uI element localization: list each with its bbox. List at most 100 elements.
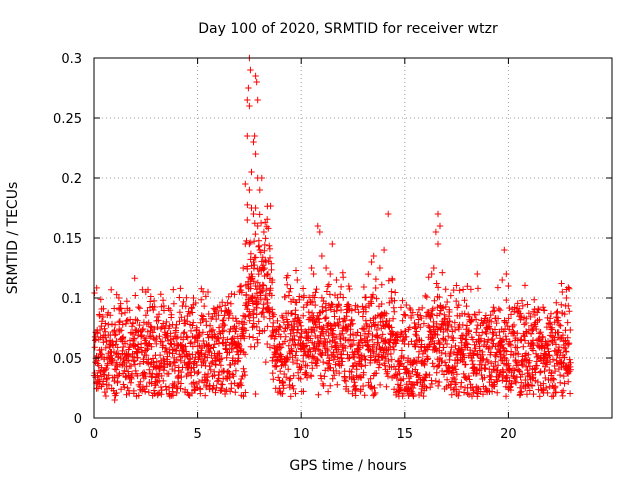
data-point bbox=[523, 363, 530, 370]
data-point bbox=[268, 260, 275, 267]
data-point bbox=[148, 380, 155, 387]
data-point bbox=[409, 309, 416, 316]
data-point bbox=[546, 351, 553, 359]
data-point bbox=[374, 321, 382, 329]
data-point bbox=[143, 352, 150, 359]
data-point bbox=[491, 326, 499, 333]
data-point bbox=[510, 321, 518, 329]
data-point bbox=[297, 322, 305, 330]
data-point bbox=[173, 321, 180, 328]
data-point bbox=[416, 372, 423, 379]
data-point bbox=[474, 270, 481, 278]
data-point bbox=[362, 304, 369, 311]
data-point bbox=[339, 344, 346, 351]
data-point bbox=[280, 319, 288, 326]
data-point bbox=[554, 308, 561, 315]
data-point bbox=[109, 357, 116, 364]
data-point bbox=[114, 344, 121, 351]
data-point bbox=[345, 301, 352, 308]
data-point bbox=[263, 271, 271, 278]
data-point bbox=[118, 310, 125, 317]
data-point bbox=[407, 373, 414, 380]
data-point bbox=[565, 302, 572, 310]
data-point bbox=[250, 138, 257, 146]
data-point bbox=[503, 296, 510, 304]
data-point bbox=[436, 293, 443, 301]
data-point bbox=[113, 389, 120, 397]
data-point bbox=[481, 374, 488, 381]
data-point bbox=[160, 302, 167, 310]
data-point bbox=[386, 317, 393, 325]
data-point bbox=[266, 245, 274, 253]
data-point bbox=[342, 344, 349, 352]
data-point bbox=[270, 376, 277, 383]
data-point bbox=[153, 340, 160, 348]
data-point bbox=[362, 362, 369, 369]
data-point bbox=[461, 354, 468, 361]
data-point bbox=[564, 319, 571, 326]
data-point bbox=[287, 285, 294, 292]
data-point bbox=[147, 333, 155, 340]
data-point bbox=[333, 276, 340, 284]
data-point bbox=[464, 390, 471, 397]
data-point bbox=[266, 344, 274, 351]
data-point bbox=[251, 343, 258, 350]
data-point bbox=[337, 291, 344, 298]
data-point bbox=[314, 357, 321, 364]
data-point bbox=[363, 338, 371, 346]
data-point bbox=[445, 333, 452, 340]
data-point bbox=[515, 350, 522, 358]
data-point bbox=[448, 391, 455, 398]
data-point bbox=[242, 389, 249, 396]
data-point bbox=[287, 330, 294, 337]
data-point bbox=[341, 374, 348, 382]
data-point bbox=[399, 392, 406, 400]
data-point bbox=[463, 302, 470, 310]
data-point bbox=[150, 306, 157, 314]
data-point bbox=[288, 347, 295, 354]
data-point bbox=[246, 311, 254, 319]
data-point bbox=[458, 346, 466, 353]
data-point bbox=[422, 292, 429, 300]
data-point bbox=[166, 307, 174, 314]
data-point bbox=[368, 258, 375, 266]
data-point bbox=[495, 305, 502, 313]
data-point bbox=[210, 344, 217, 351]
data-point bbox=[284, 272, 291, 279]
data-point bbox=[209, 326, 217, 334]
data-point bbox=[389, 276, 396, 284]
data-point bbox=[439, 357, 446, 365]
data-point bbox=[260, 282, 267, 289]
data-point bbox=[252, 230, 259, 238]
data-point bbox=[518, 297, 526, 304]
data-point bbox=[170, 286, 177, 293]
data-point bbox=[458, 379, 465, 386]
data-point bbox=[516, 305, 523, 312]
data-point bbox=[100, 378, 107, 385]
data-point bbox=[252, 282, 259, 290]
data-point bbox=[331, 353, 339, 360]
data-point bbox=[185, 359, 192, 366]
data-point bbox=[303, 342, 310, 349]
data-point bbox=[533, 358, 540, 365]
data-point bbox=[373, 326, 381, 334]
data-point bbox=[486, 372, 493, 379]
data-point bbox=[137, 344, 145, 351]
data-point bbox=[219, 328, 226, 335]
data-point bbox=[415, 306, 423, 313]
data-point bbox=[365, 270, 372, 278]
data-point bbox=[296, 296, 303, 304]
data-point bbox=[561, 310, 568, 318]
data-point bbox=[541, 367, 548, 375]
data-point bbox=[250, 278, 257, 285]
data-point bbox=[240, 328, 247, 335]
data-point bbox=[257, 219, 265, 227]
data-point bbox=[180, 298, 187, 306]
data-point bbox=[250, 258, 257, 266]
data-point bbox=[445, 321, 452, 329]
data-point bbox=[494, 389, 501, 396]
data-point bbox=[467, 346, 474, 354]
data-point bbox=[323, 288, 331, 295]
data-point bbox=[249, 334, 257, 341]
